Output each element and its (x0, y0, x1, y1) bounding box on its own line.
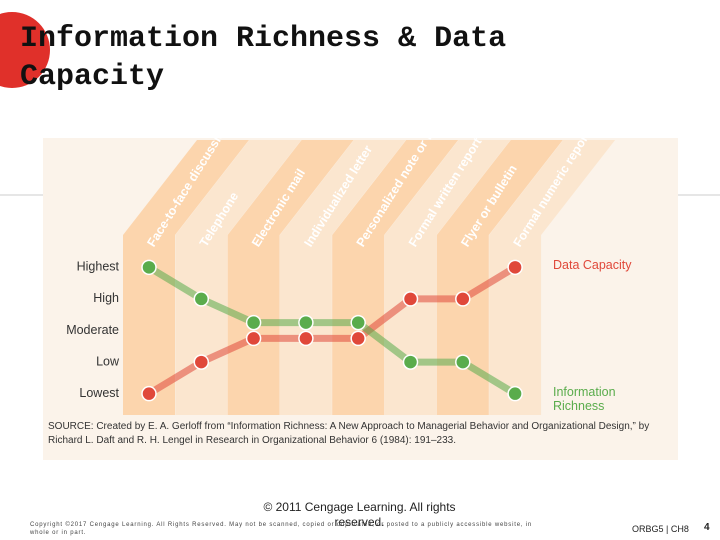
category-band-top (175, 140, 302, 235)
y-tick-label: Moderate (66, 323, 119, 337)
data-point (402, 291, 419, 307)
category-band (175, 235, 228, 415)
series-line (147, 264, 517, 397)
copyright: Copyright ©2017 Cengage Learning. All Ri… (30, 522, 533, 536)
legend-entry-box: Information Richness (553, 384, 616, 413)
category-band-top (279, 140, 406, 235)
data-point (298, 314, 314, 331)
decor-circle (0, 12, 50, 88)
category-band-top (332, 140, 459, 235)
data-point (507, 259, 523, 276)
data-point (245, 314, 262, 331)
data-point (455, 354, 471, 370)
data-point (141, 259, 157, 276)
category-band-top (489, 140, 616, 235)
data-point (141, 385, 157, 402)
legend-entry-box: Data Capacity (553, 258, 632, 273)
series-line (147, 264, 517, 397)
data-point (507, 385, 523, 402)
legend-entry: Data Capacity (553, 258, 632, 273)
category-band-top (436, 140, 563, 235)
y-tick-label: Lowest (79, 386, 119, 400)
image-credit: © 2011 Cengage Learning. All rights rese… (263, 500, 456, 529)
data-point (350, 314, 366, 331)
y-tick-label: Highest (77, 260, 120, 274)
data-point (298, 330, 314, 347)
page-number: 4 (704, 522, 710, 533)
category-band-top (123, 140, 249, 235)
data-point (455, 291, 471, 307)
category-band (384, 235, 437, 415)
y-tick-label: High (93, 291, 119, 305)
y-tick-label: Low (96, 354, 120, 368)
course-label: ORBG5 | CH8 (632, 524, 689, 534)
data-point (402, 354, 419, 370)
legend-entry: Information Richness (553, 384, 616, 413)
category-band-top (384, 140, 511, 235)
data-point (193, 354, 210, 370)
data-point (350, 330, 366, 347)
category-band-top (227, 140, 354, 235)
data-point (193, 291, 210, 307)
slide-title: Information Richness & Data Capacity (20, 22, 507, 94)
source-note: SOURCE: Created by E. A. Gerloff from “I… (48, 421, 650, 446)
category-band (436, 235, 489, 415)
data-point (245, 330, 262, 347)
